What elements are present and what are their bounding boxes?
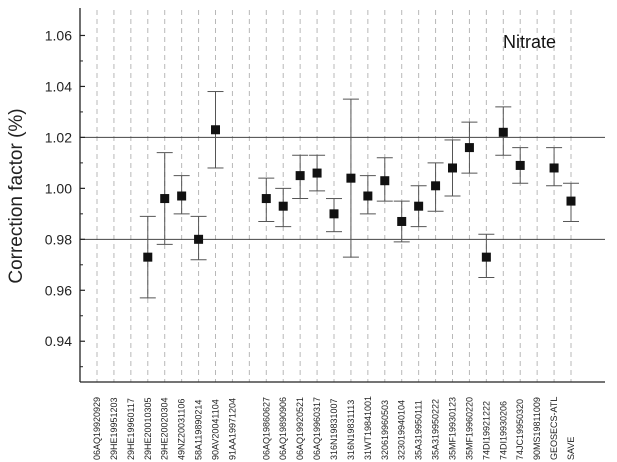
x-tick-labels: 06AQ19920929 29HE19951203 29HE19960117 29HE…: [92, 396, 576, 460]
y-tick-label: 1.04: [45, 78, 72, 94]
y-tick-label: 1.02: [45, 129, 72, 145]
data-point: [380, 176, 390, 186]
x-tick-label: 06AQ19860627: [261, 397, 271, 460]
x-tick-label: 06AQ19960317: [312, 397, 322, 460]
x-tick-label: 74JC19950320: [515, 399, 525, 460]
x-tick-label: 49NZ20031106: [177, 399, 187, 460]
y-tick-label: 0.96: [45, 282, 72, 298]
x-tick-label: 90AV20041104: [211, 399, 221, 460]
data-point: [278, 201, 288, 211]
data-points: [143, 125, 576, 262]
data-point: [160, 194, 170, 204]
category-gridlines: [96, 10, 572, 382]
data-point: [312, 168, 322, 178]
x-tick-label: 29HE20020304: [160, 397, 170, 460]
nitrate-annotation: Nitrate: [503, 32, 556, 52]
data-point: [549, 163, 559, 173]
reference-lines: [80, 136, 605, 240]
x-tick-label: 06AQ19920521: [295, 397, 305, 460]
y-axis-label: Correction factor (%): [6, 108, 27, 283]
x-tick-label: 35A319950222: [431, 399, 441, 460]
data-point: [481, 252, 491, 262]
x-tick-label: 74DI19930206: [498, 401, 508, 460]
data-point: [448, 163, 457, 173]
y-tick-label: 1.06: [45, 27, 72, 43]
x-tick-label: 58A119890214: [194, 400, 204, 460]
axes: [79, 8, 605, 383]
y-tick-label: 0.98: [45, 231, 72, 247]
x-tick-label: 90MS19811009: [532, 397, 542, 460]
x-tick-label: 29HE19960117: [126, 398, 136, 460]
data-point: [143, 252, 153, 262]
x-tick-label: 06AQ19920929: [92, 397, 102, 460]
data-point: [329, 209, 339, 219]
data-point: [397, 216, 407, 226]
data-point: [515, 160, 525, 170]
x-tick-label: 29HE19951203: [109, 397, 119, 460]
data-point: [431, 181, 441, 191]
x-tick-label: 74DI19921222: [481, 401, 491, 460]
data-point: [346, 173, 356, 183]
x-tick-label: 35MF19930123: [448, 397, 458, 460]
x-tick-label: 35MF19960220: [464, 397, 474, 460]
error-bars: [139, 91, 579, 299]
data-point: [295, 171, 305, 181]
data-point: [261, 194, 271, 204]
x-tick-label: 06AQ19890906: [278, 397, 288, 460]
y-tick-label: 1.00: [45, 180, 72, 196]
x-tick-label: SAVE: [566, 437, 576, 460]
y-tick-label: 0.94: [45, 333, 72, 349]
x-tick-label: 29HE20010305: [143, 397, 153, 460]
x-tick-label: 323019940104: [397, 400, 407, 460]
x-tick-label: 316N19831113: [346, 400, 356, 460]
x-tick-label: 320619960503: [380, 400, 390, 460]
data-point: [498, 127, 508, 137]
data-point: [194, 234, 204, 244]
x-tick-label: 316N19831007: [329, 398, 339, 460]
data-point: [363, 191, 373, 201]
x-tick-label: 35A319950111: [414, 400, 424, 460]
x-tick-label: GEOSECS-ATL: [549, 397, 559, 460]
data-point: [177, 191, 187, 201]
x-tick-label: 31WT19841001: [363, 396, 373, 460]
data-point: [464, 143, 474, 153]
y-ticks: 0.94 0.96 0.98 1.00 1.02 1.04 1.06: [45, 27, 85, 368]
x-tick-label: 91AA19971204: [227, 398, 237, 460]
data-point: [211, 125, 220, 135]
data-point: [566, 196, 576, 206]
data-point: [414, 201, 424, 211]
